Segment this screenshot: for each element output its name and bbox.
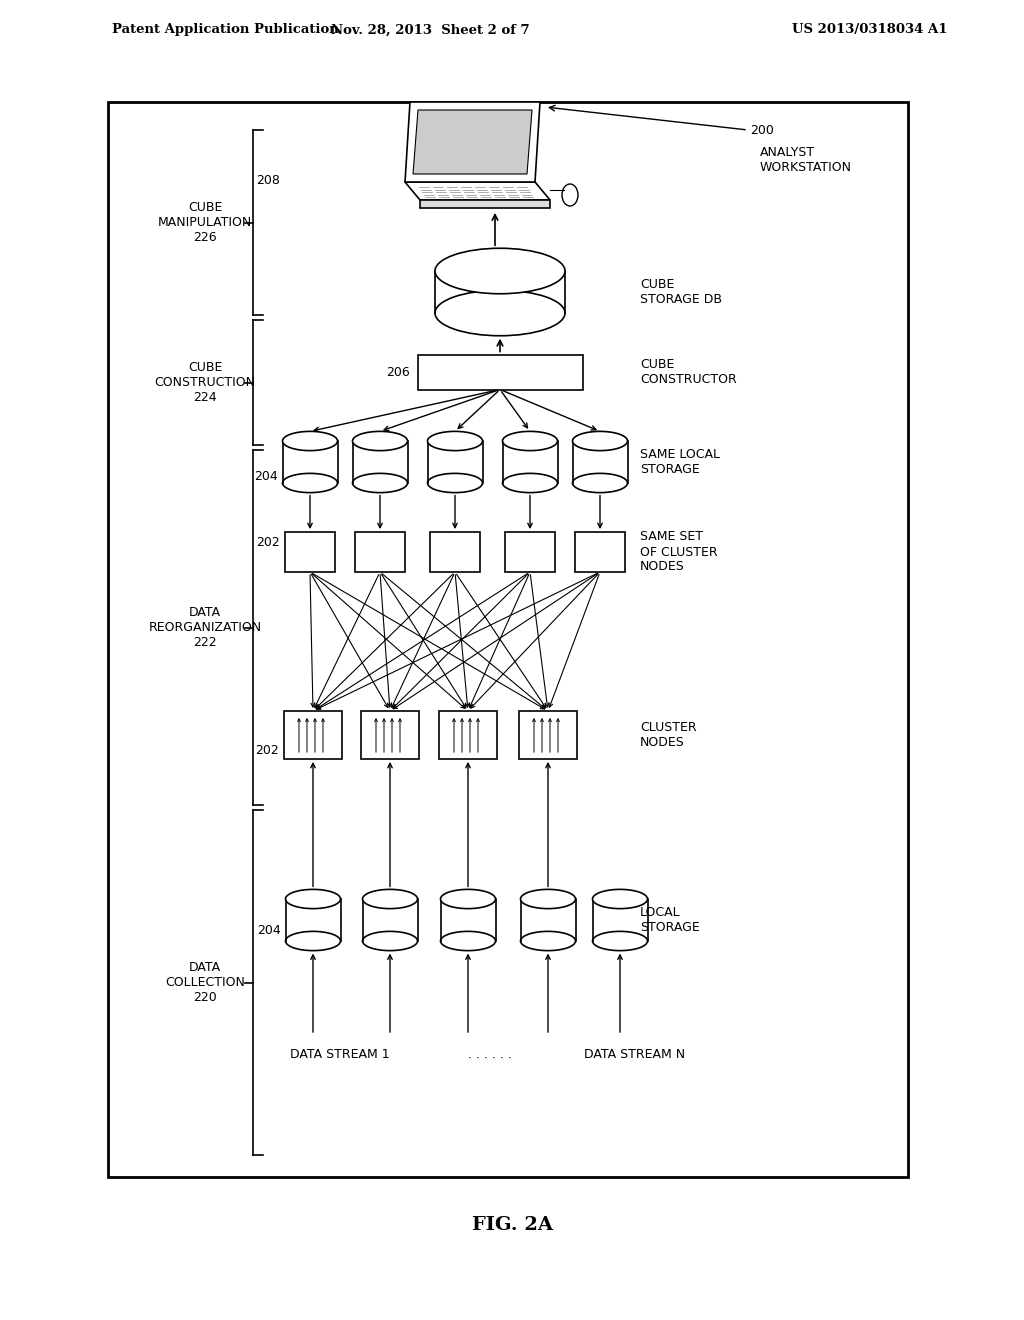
Ellipse shape xyxy=(427,432,482,450)
Polygon shape xyxy=(286,899,341,941)
Text: US 2013/0318034 A1: US 2013/0318034 A1 xyxy=(793,24,948,37)
Polygon shape xyxy=(406,182,550,201)
Text: SAME LOCAL
STORAGE: SAME LOCAL STORAGE xyxy=(640,447,720,477)
Ellipse shape xyxy=(362,932,418,950)
Text: Nov. 28, 2013  Sheet 2 of 7: Nov. 28, 2013 Sheet 2 of 7 xyxy=(331,24,529,37)
Text: DATA
COLLECTION
220: DATA COLLECTION 220 xyxy=(165,961,245,1005)
Ellipse shape xyxy=(520,932,575,950)
Polygon shape xyxy=(503,441,557,483)
Ellipse shape xyxy=(503,432,557,450)
Ellipse shape xyxy=(352,432,408,450)
Ellipse shape xyxy=(352,474,408,492)
Bar xyxy=(519,711,577,759)
Ellipse shape xyxy=(286,890,341,908)
Polygon shape xyxy=(435,271,565,313)
Bar xyxy=(575,532,625,572)
Bar xyxy=(355,532,406,572)
Bar xyxy=(505,532,555,572)
Polygon shape xyxy=(593,899,647,941)
Text: FIG. 2A: FIG. 2A xyxy=(471,1216,553,1234)
Text: DATA
REORGANIZATION
222: DATA REORGANIZATION 222 xyxy=(148,606,261,649)
Polygon shape xyxy=(420,201,550,209)
Text: CUBE
STORAGE DB: CUBE STORAGE DB xyxy=(640,279,722,306)
Ellipse shape xyxy=(440,932,496,950)
Bar xyxy=(430,532,480,572)
Polygon shape xyxy=(520,899,575,941)
Ellipse shape xyxy=(562,183,578,206)
Polygon shape xyxy=(440,899,496,941)
Text: CUBE
CONSTRUCTOR: CUBE CONSTRUCTOR xyxy=(640,358,736,385)
Text: SAME SET
OF CLUSTER
NODES: SAME SET OF CLUSTER NODES xyxy=(640,531,718,573)
Text: 200: 200 xyxy=(750,124,774,136)
Ellipse shape xyxy=(286,932,341,950)
Ellipse shape xyxy=(503,474,557,492)
Text: LOCAL
STORAGE: LOCAL STORAGE xyxy=(640,906,699,935)
Bar xyxy=(418,355,583,389)
Text: 202: 202 xyxy=(256,536,280,549)
Ellipse shape xyxy=(572,432,628,450)
Ellipse shape xyxy=(593,932,647,950)
Ellipse shape xyxy=(427,474,482,492)
Polygon shape xyxy=(362,899,418,941)
Ellipse shape xyxy=(572,474,628,492)
Ellipse shape xyxy=(435,248,565,294)
Polygon shape xyxy=(283,441,338,483)
Text: DATA STREAM N: DATA STREAM N xyxy=(585,1048,685,1061)
Polygon shape xyxy=(572,441,628,483)
Text: 204: 204 xyxy=(254,470,278,483)
Text: CLUSTER
NODES: CLUSTER NODES xyxy=(640,721,696,748)
Polygon shape xyxy=(352,441,408,483)
Ellipse shape xyxy=(283,432,338,450)
Bar xyxy=(108,102,908,1177)
Bar xyxy=(439,711,497,759)
Text: ANALYST
WORKSTATION: ANALYST WORKSTATION xyxy=(760,147,852,174)
Ellipse shape xyxy=(520,890,575,908)
Text: . . . . . .: . . . . . . xyxy=(468,1048,512,1061)
Ellipse shape xyxy=(440,890,496,908)
Text: 204: 204 xyxy=(257,924,281,936)
Text: DATA STREAM 1: DATA STREAM 1 xyxy=(290,1048,390,1061)
Bar xyxy=(361,711,419,759)
Ellipse shape xyxy=(283,474,338,492)
Text: Patent Application Publication: Patent Application Publication xyxy=(112,24,339,37)
Polygon shape xyxy=(427,441,482,483)
Text: 208: 208 xyxy=(256,173,280,186)
Bar xyxy=(285,532,335,572)
Text: 202: 202 xyxy=(255,743,279,756)
Ellipse shape xyxy=(593,890,647,908)
Ellipse shape xyxy=(435,290,565,335)
Text: CUBE
MANIPULATION
226: CUBE MANIPULATION 226 xyxy=(158,201,252,244)
Polygon shape xyxy=(413,110,532,174)
Text: 206: 206 xyxy=(386,366,410,379)
Text: CUBE
CONSTRUCTION
224: CUBE CONSTRUCTION 224 xyxy=(155,360,256,404)
Bar xyxy=(284,711,342,759)
Polygon shape xyxy=(406,102,540,182)
Ellipse shape xyxy=(362,890,418,908)
